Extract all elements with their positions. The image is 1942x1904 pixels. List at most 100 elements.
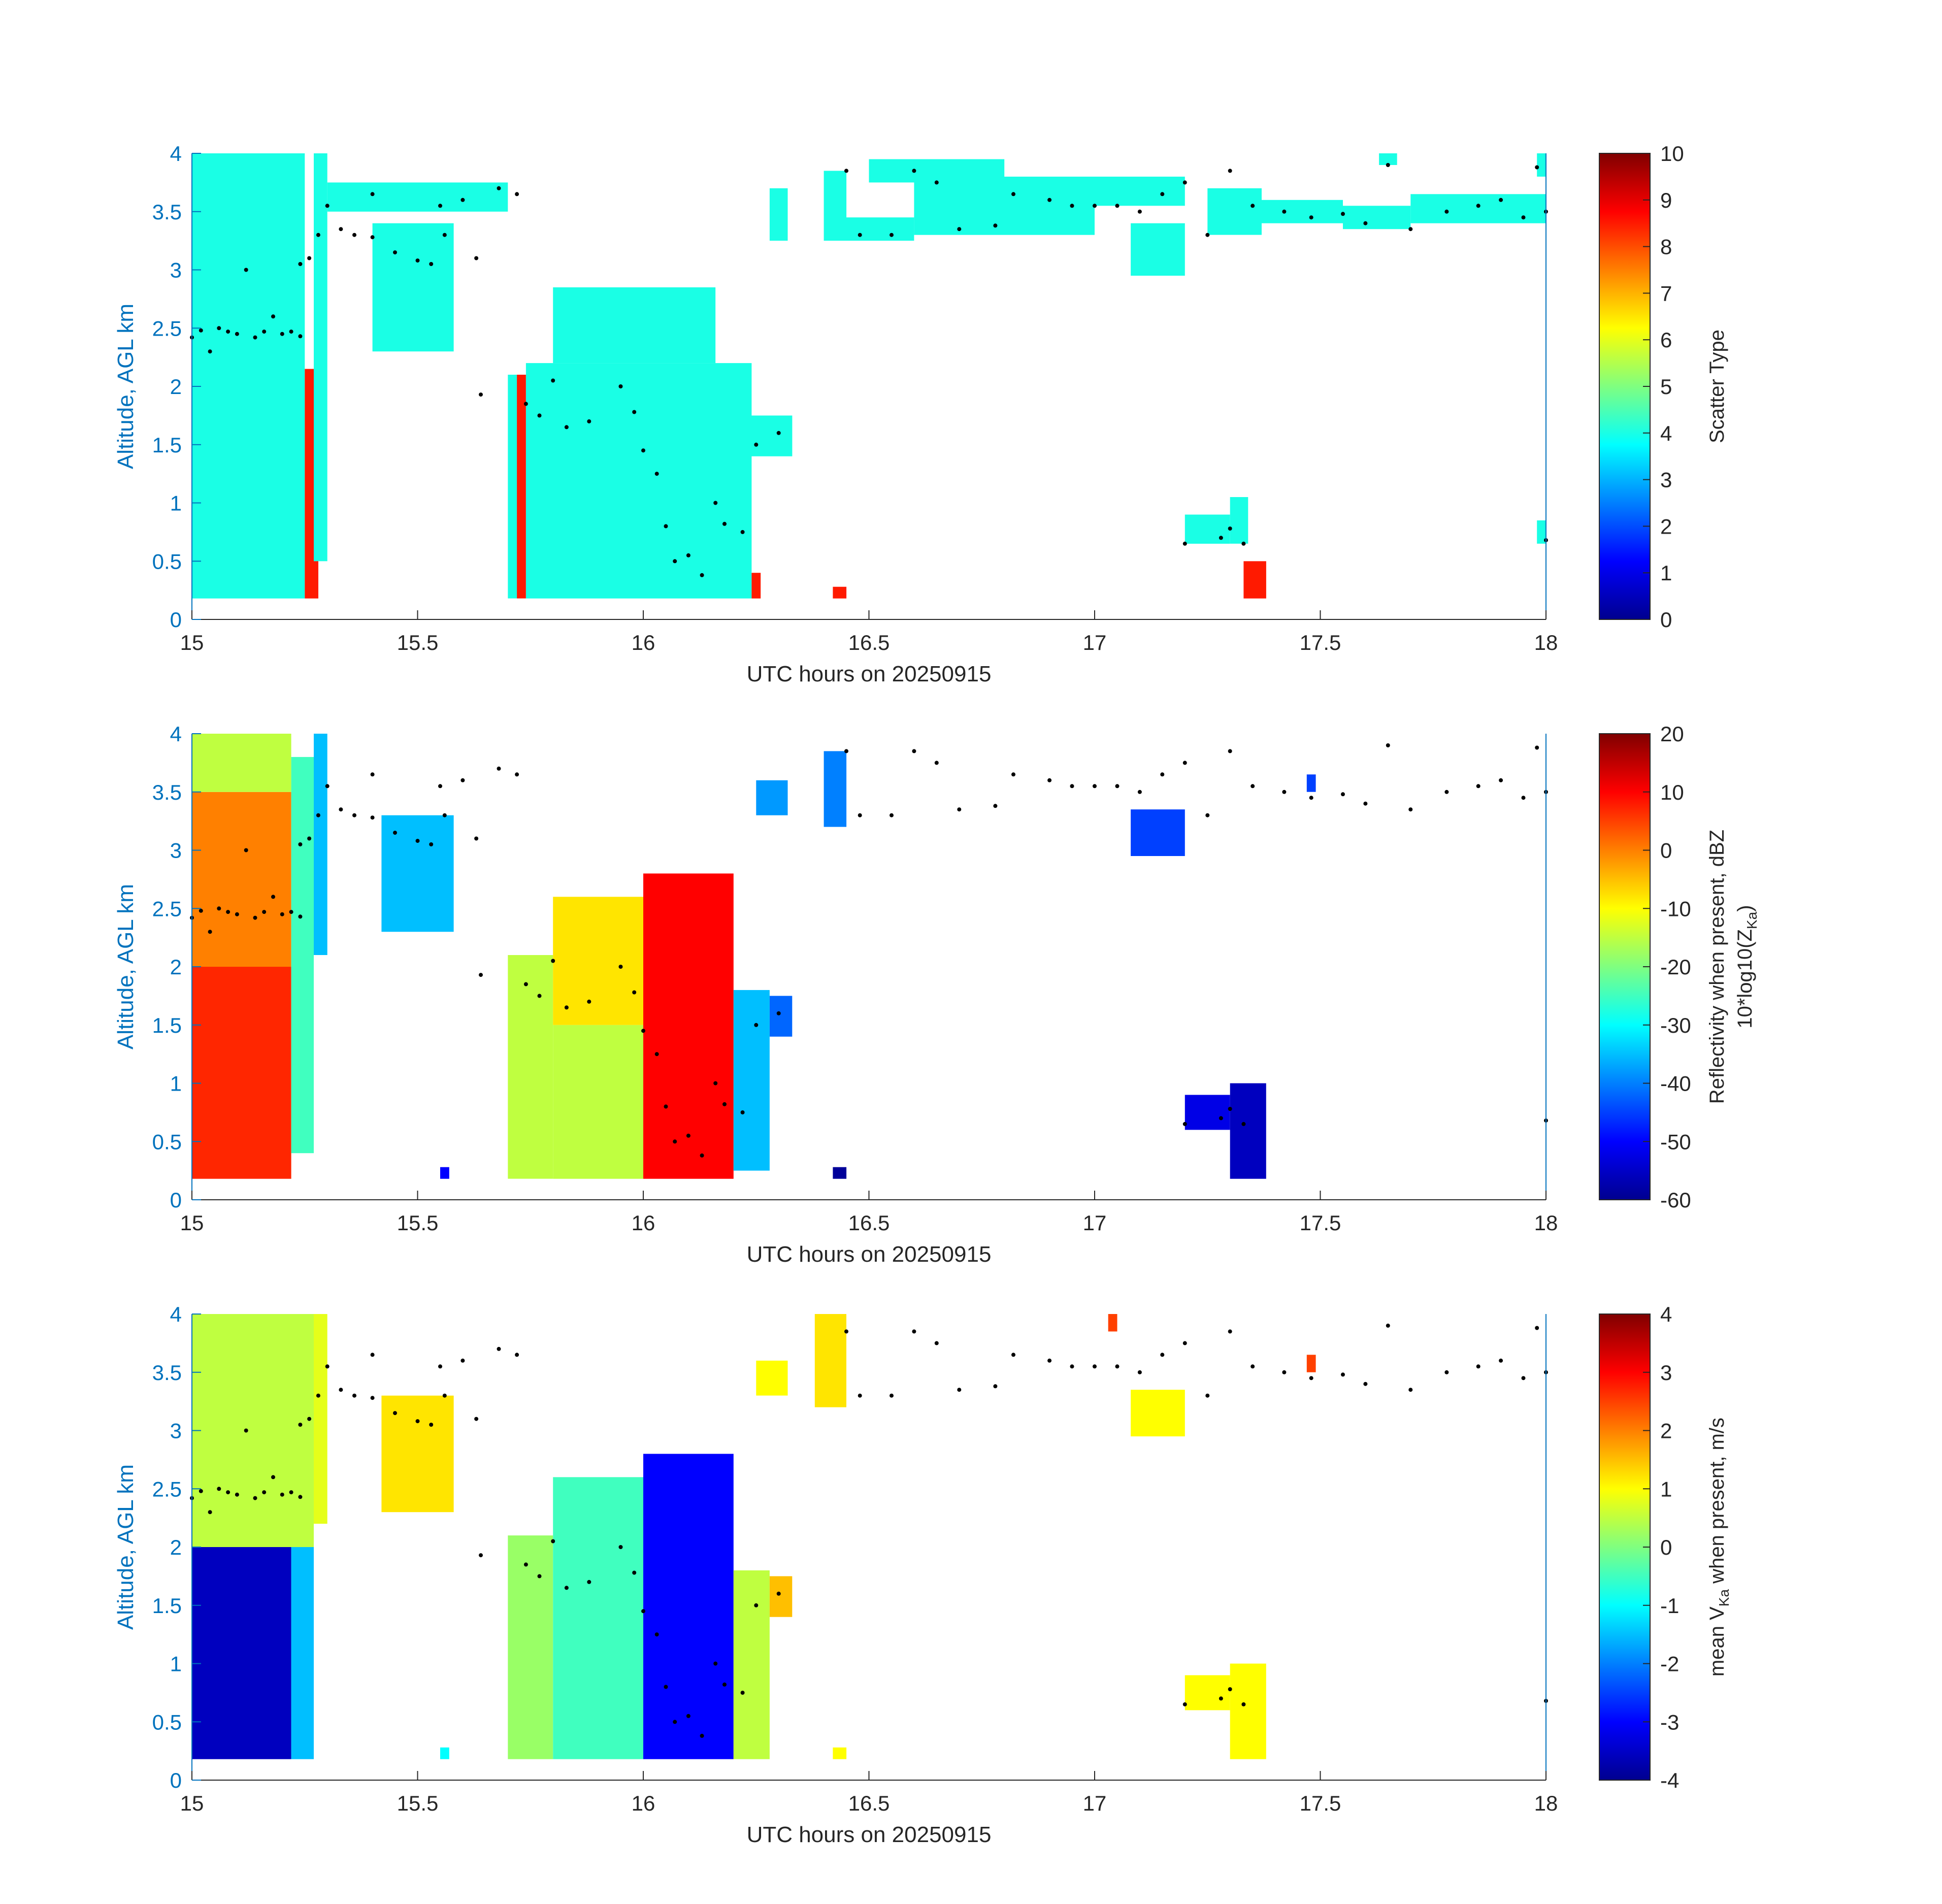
colorbar-tick-label: -30 bbox=[1660, 1013, 1691, 1037]
heatmap-cell bbox=[751, 573, 761, 599]
overlay-point bbox=[1499, 1358, 1503, 1363]
overlay-point bbox=[1521, 1376, 1526, 1381]
overlay-point bbox=[1219, 536, 1223, 540]
overlay-point bbox=[280, 332, 284, 336]
overlay-point bbox=[1499, 778, 1503, 782]
heatmap-cell bbox=[1095, 176, 1185, 206]
overlay-point bbox=[442, 813, 447, 817]
overlay-point bbox=[1093, 1364, 1097, 1369]
overlay-point bbox=[740, 1110, 745, 1114]
y-tick-label: 2.5 bbox=[152, 1477, 182, 1501]
heatmap-cell bbox=[914, 176, 1095, 235]
overlay-point bbox=[551, 378, 555, 383]
heatmap-cell bbox=[769, 1576, 793, 1617]
overlay-point bbox=[253, 335, 257, 340]
overlay-point bbox=[713, 1661, 718, 1666]
y-tick-label: 3 bbox=[170, 258, 182, 282]
overlay-point bbox=[523, 982, 528, 987]
heatmap-cell bbox=[756, 1360, 788, 1396]
overlay-point bbox=[262, 910, 267, 914]
overlay-point bbox=[429, 842, 434, 846]
heatmap-cell bbox=[1131, 223, 1185, 276]
colorbar-tick-label: 0 bbox=[1660, 1535, 1672, 1559]
x-tick-label: 16.5 bbox=[848, 1211, 890, 1235]
panel-3: 15 15.5 16 16.5 17 17.5 18 0 0.5 1 1.5 2 2.5 3 3.5 4 UTC… bbox=[113, 1302, 1732, 1847]
overlay-point bbox=[289, 910, 293, 914]
y-tick-label: 3.5 bbox=[152, 1361, 182, 1385]
colorbar: -60 -50 -40 -30 -20 -10 0 10 20 Reflectivity when… bbox=[1599, 722, 1760, 1212]
heatmap-cell bbox=[824, 751, 847, 827]
x-axis-label: UTC hours on 20250915 bbox=[747, 662, 992, 686]
y-tick-label: 1.5 bbox=[152, 1013, 182, 1037]
overlay-point bbox=[713, 501, 718, 505]
overlay-point bbox=[370, 1353, 375, 1357]
overlay-point bbox=[1521, 215, 1526, 220]
overlay-point bbox=[754, 1603, 759, 1607]
heatmap-cell bbox=[440, 1167, 449, 1179]
overlay-point bbox=[934, 761, 939, 765]
overlay-point bbox=[289, 1490, 293, 1495]
overlay-point bbox=[199, 1489, 203, 1493]
colorbar-tick-label: 5 bbox=[1660, 375, 1672, 399]
overlay-point bbox=[912, 1329, 916, 1334]
overlay-point bbox=[429, 1423, 434, 1427]
overlay-point bbox=[352, 813, 356, 817]
overlay-point bbox=[307, 256, 312, 260]
x-tick-label: 18 bbox=[1534, 1211, 1558, 1235]
overlay-point bbox=[1115, 1364, 1120, 1369]
heatmap-cell bbox=[1306, 1355, 1316, 1372]
overlay-point bbox=[438, 784, 442, 789]
heatmap-cell bbox=[314, 734, 327, 955]
x-tick-label: 16.5 bbox=[848, 631, 890, 654]
heatmap-cell bbox=[846, 217, 914, 241]
colorbar-tick-label: 1 bbox=[1660, 561, 1672, 585]
colorbar-label: mean VKa when present, m/s bbox=[1706, 1418, 1732, 1677]
overlay-point bbox=[497, 1347, 501, 1351]
overlay-point bbox=[1160, 192, 1165, 196]
heatmap-cell bbox=[643, 1454, 734, 1759]
y-tick-label: 1 bbox=[170, 1072, 182, 1096]
colorbar-tick-label: -3 bbox=[1660, 1710, 1679, 1734]
overlay-point bbox=[912, 169, 916, 173]
overlay-point bbox=[253, 1496, 257, 1500]
colorbar-tick-label: 3 bbox=[1660, 468, 1672, 492]
heatmap-cells bbox=[192, 1314, 1316, 1759]
colorbar-gradient bbox=[1599, 1314, 1651, 1781]
overlay-point bbox=[316, 233, 320, 237]
overlay-point bbox=[776, 431, 781, 435]
colorbar-tick-label: 10 bbox=[1660, 142, 1684, 166]
y-tick-label: 2 bbox=[170, 955, 182, 979]
heatmap-cell bbox=[833, 1167, 847, 1179]
heatmap-cell bbox=[1230, 1663, 1266, 1759]
overlay-point bbox=[244, 848, 248, 852]
heatmap-cell bbox=[1131, 809, 1185, 856]
overlay-point bbox=[686, 1714, 690, 1718]
overlay-point bbox=[1408, 807, 1413, 812]
colorbar-tick-label: 4 bbox=[1660, 421, 1672, 445]
overlay-points bbox=[190, 743, 1548, 1158]
colorbar-tick-label: 9 bbox=[1660, 188, 1672, 212]
overlay-point bbox=[664, 1685, 668, 1689]
colorbar-label-text: mean V bbox=[1706, 1606, 1728, 1677]
heatmap-cell bbox=[1253, 200, 1343, 223]
overlay-point bbox=[217, 906, 221, 911]
overlay-point bbox=[1228, 1107, 1232, 1111]
heatmap-cell bbox=[643, 873, 734, 1179]
colorbar-tick-label: 10 bbox=[1660, 780, 1684, 804]
overlay-point bbox=[993, 1384, 998, 1389]
heatmap-cell bbox=[833, 586, 847, 599]
heatmap-cell bbox=[381, 1395, 454, 1513]
overlay-point bbox=[1408, 1388, 1413, 1392]
overlay-point bbox=[1386, 743, 1390, 747]
overlay-point bbox=[1535, 1326, 1539, 1330]
overlay-point bbox=[438, 204, 442, 208]
panel-2: 15 15.5 16 16.5 17 17.5 18 0 0.5 1 1.5 2 2.5 3 3.5 4 UTC… bbox=[113, 722, 1760, 1267]
colorbar-label-subscript: Ka bbox=[1716, 1589, 1732, 1606]
overlay-point bbox=[957, 1388, 962, 1392]
overlay-point bbox=[235, 912, 239, 916]
overlay-point bbox=[686, 1133, 690, 1138]
heatmap-cell bbox=[440, 1747, 449, 1759]
overlay-point bbox=[1241, 1702, 1246, 1706]
colorbar-tick-label: 0 bbox=[1660, 839, 1672, 863]
